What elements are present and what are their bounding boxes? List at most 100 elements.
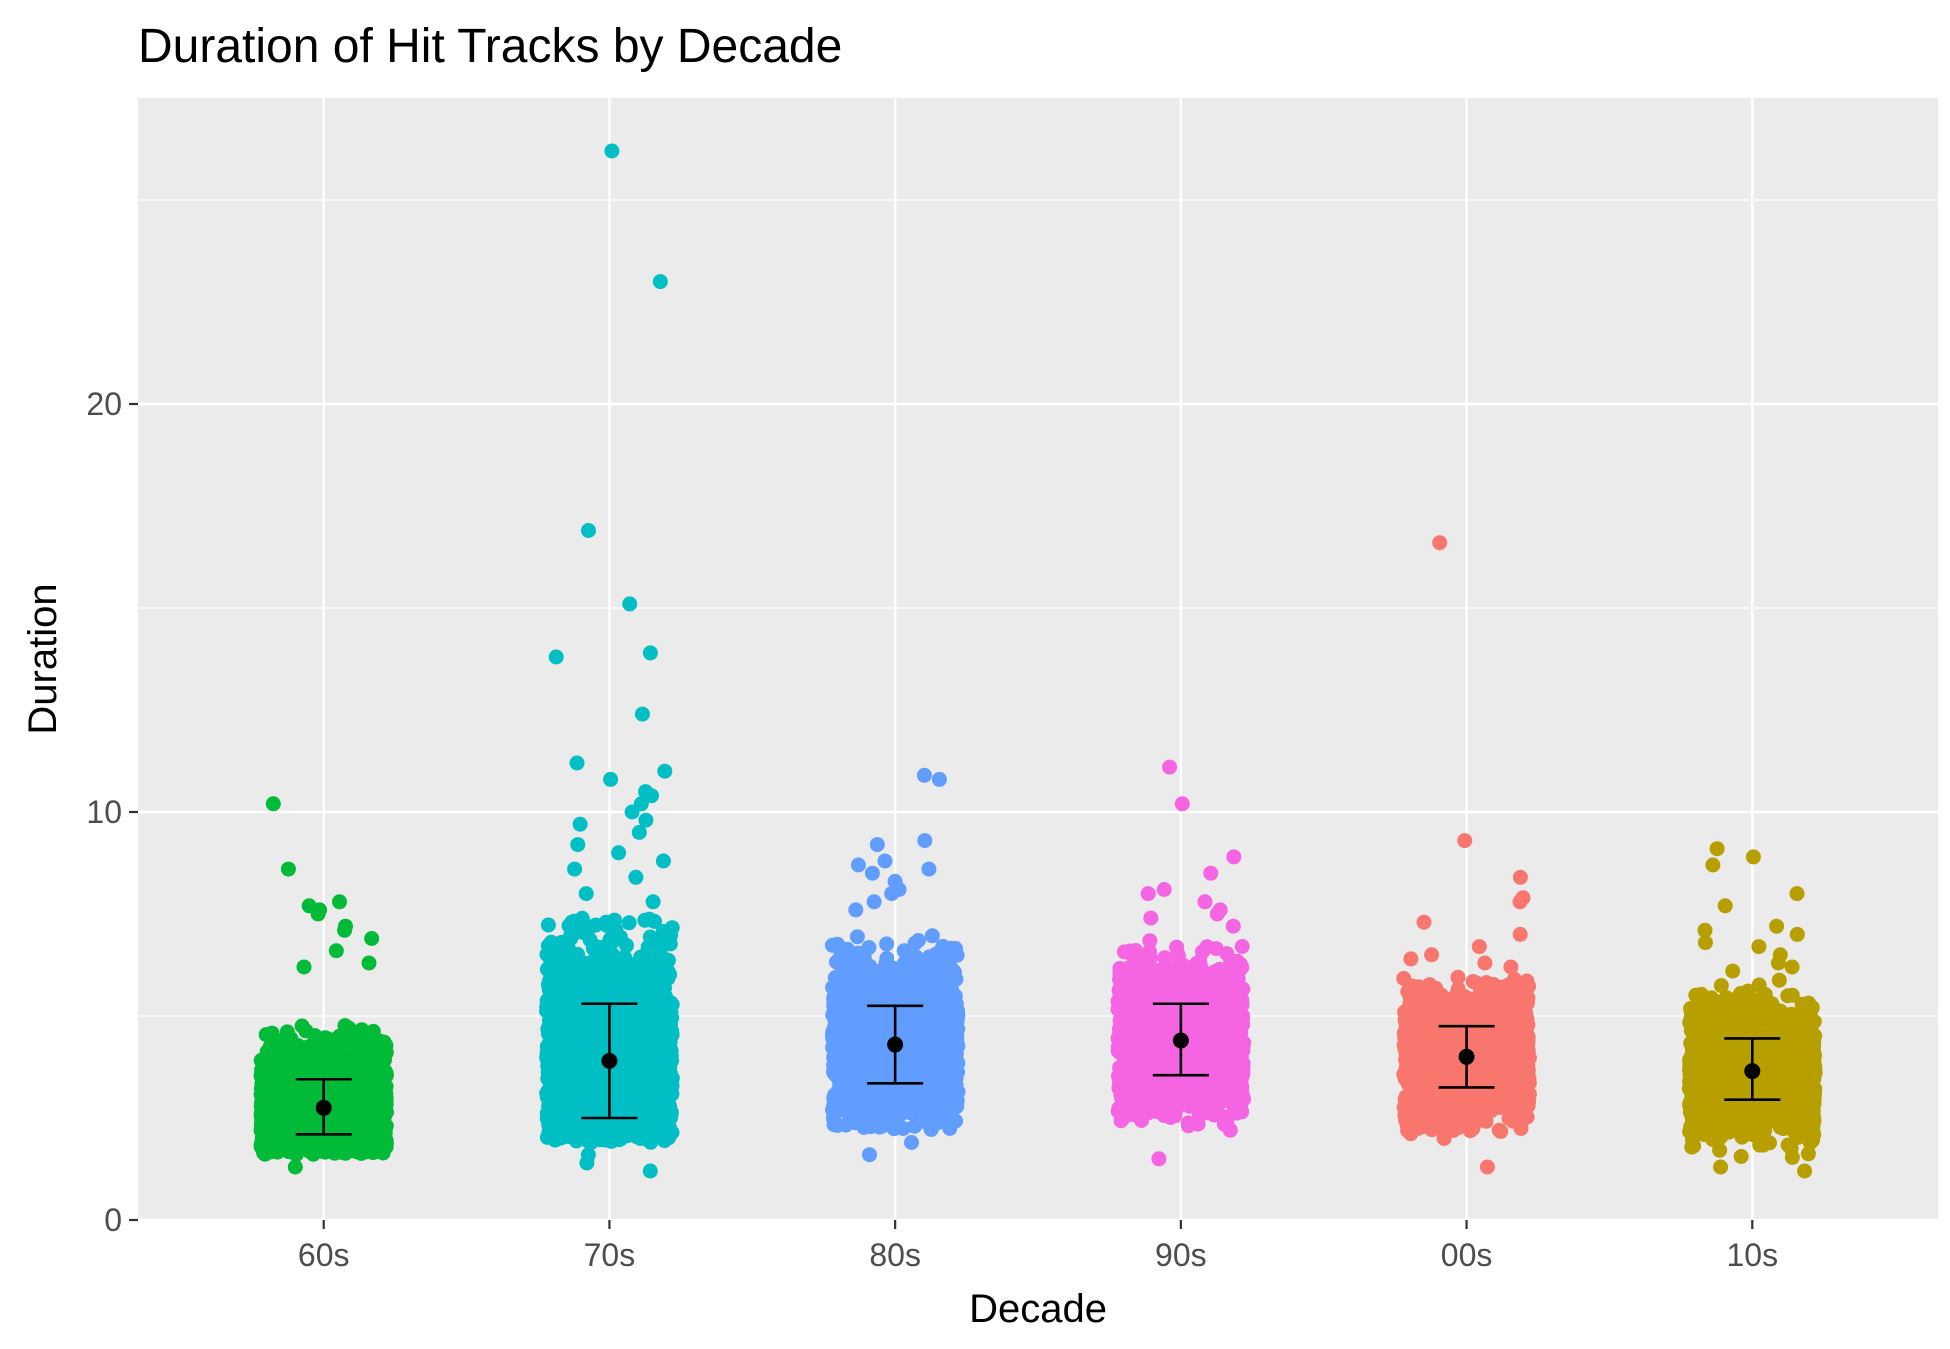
data-point — [318, 1054, 334, 1070]
data-point-outlier — [548, 649, 564, 665]
data-point-outlier — [332, 894, 347, 910]
data-point — [352, 1130, 368, 1146]
data-point — [854, 973, 870, 989]
data-point-outlier — [634, 706, 650, 722]
data-point — [631, 968, 647, 984]
data-point-outlier — [611, 845, 627, 861]
data-point-outlier — [287, 1159, 303, 1175]
data-point — [849, 929, 865, 945]
data-point — [615, 986, 631, 1002]
data-point — [578, 1003, 594, 1019]
data-point — [655, 1037, 671, 1052]
data-point — [330, 1092, 346, 1108]
data-point — [367, 1032, 383, 1048]
data-point — [582, 919, 598, 935]
data-point — [656, 958, 672, 974]
data-point — [660, 1077, 676, 1093]
data-point — [563, 928, 579, 944]
data-point — [588, 1101, 604, 1117]
data-point — [364, 1069, 380, 1085]
data-point — [642, 1026, 658, 1042]
data-point-outlier — [657, 763, 673, 779]
data-point — [653, 932, 669, 948]
data-point-outlier — [652, 274, 668, 290]
data-point-outlier — [603, 771, 619, 787]
data-point — [576, 1126, 592, 1142]
data-point — [548, 986, 563, 1002]
data-point — [361, 1055, 377, 1071]
data-point — [879, 936, 895, 952]
data-point — [558, 1113, 574, 1129]
data-point — [562, 989, 578, 1005]
data-point — [575, 1057, 591, 1073]
data-point — [553, 1052, 569, 1068]
chart-title: Duration of Hit Tracks by Decade — [138, 20, 842, 73]
data-point — [609, 1114, 625, 1130]
data-point-outlier — [631, 824, 647, 840]
data-point — [279, 1134, 295, 1150]
data-point — [643, 1052, 659, 1068]
data-point — [539, 1111, 555, 1127]
data-point — [648, 1086, 664, 1102]
data-point — [571, 965, 587, 981]
data-point — [376, 1101, 392, 1117]
data-point — [621, 915, 637, 931]
data-point — [591, 975, 606, 991]
data-point-outlier — [579, 1155, 595, 1171]
data-point-outlier — [578, 886, 594, 902]
data-point-outlier — [265, 796, 281, 812]
data-point-outlier — [622, 596, 638, 612]
data-point-outlier — [310, 906, 326, 922]
data-point-outlier — [645, 894, 661, 910]
data-point — [647, 913, 662, 929]
data-point — [587, 1045, 603, 1061]
data-point — [633, 949, 649, 965]
data-point — [256, 1094, 272, 1110]
data-point — [928, 970, 944, 986]
data-point — [346, 1039, 362, 1055]
grid-minor — [138, 199, 1938, 1017]
data-point — [625, 1125, 641, 1141]
data-point — [630, 1060, 646, 1076]
data-point-outlier — [642, 645, 658, 661]
data-point — [622, 1102, 638, 1118]
data-point — [342, 1068, 358, 1084]
data-point — [641, 1103, 657, 1119]
data-point-outlier — [296, 959, 312, 975]
data-point-outlier — [581, 523, 596, 538]
data-point-outlier — [628, 869, 644, 885]
data-point — [923, 1121, 939, 1137]
data-point — [303, 1088, 319, 1104]
data-point — [656, 1018, 672, 1034]
data-point — [539, 1085, 555, 1101]
data-point — [348, 1082, 364, 1098]
data-point — [563, 1030, 579, 1046]
data-point-outlier — [569, 755, 585, 771]
data-point — [275, 1108, 291, 1124]
data-point-outlier — [337, 922, 353, 938]
data-point — [664, 997, 680, 1013]
data-point-outlier — [328, 943, 344, 959]
data-point — [543, 934, 559, 950]
data-point — [612, 1008, 628, 1024]
data-point — [643, 989, 659, 1005]
data-point — [623, 1029, 639, 1045]
data-point — [663, 1106, 679, 1122]
data-point-outlier — [567, 861, 583, 877]
data-point — [605, 947, 621, 963]
data-point — [590, 1023, 606, 1039]
data-point-outlier — [604, 143, 620, 159]
data-point — [569, 1080, 584, 1096]
data-point — [264, 1025, 280, 1041]
data-point — [589, 948, 605, 964]
data-point — [928, 950, 944, 966]
data-point — [924, 928, 940, 944]
data-point — [598, 914, 614, 930]
data-point-outlier — [280, 861, 296, 877]
data-point — [254, 1076, 270, 1092]
data-point-outlier — [361, 955, 377, 971]
data-point — [907, 1118, 923, 1134]
data-point-outlier — [624, 804, 640, 820]
data-point — [661, 1119, 677, 1135]
